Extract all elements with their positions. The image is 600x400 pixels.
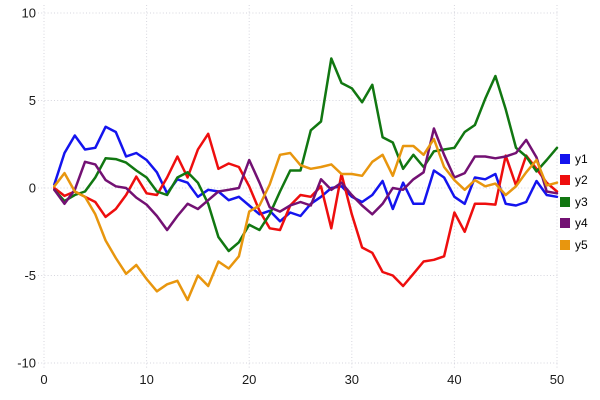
legend-label: y5 xyxy=(575,237,588,252)
series-y5-line xyxy=(53,137,559,302)
legend-swatch xyxy=(560,239,570,250)
legend-item-y3: y3 xyxy=(560,191,588,213)
y-axis-tick-label: -5 xyxy=(24,268,36,283)
legend-item-y4: y4 xyxy=(560,213,588,235)
legend-item-y1: y1 xyxy=(560,148,588,170)
legend-swatch xyxy=(560,196,570,207)
x-axis-tick-label: 30 xyxy=(345,372,359,387)
legend-label: y3 xyxy=(575,194,588,209)
y-axis-tick-label: 0 xyxy=(29,181,36,196)
axis-labels: -10 -5 0 5 10 0 10 20 30 40 50 xyxy=(17,6,564,388)
series-y2-line xyxy=(53,132,559,288)
legend-label: y1 xyxy=(575,151,588,166)
series-y4-line xyxy=(53,127,559,232)
series-y3-line xyxy=(53,57,559,253)
legend-item-y2: y2 xyxy=(560,170,588,192)
x-axis-tick-label: 0 xyxy=(40,372,47,387)
x-axis-tick-label: 40 xyxy=(447,372,461,387)
legend-label: y4 xyxy=(575,216,588,231)
legend-swatch xyxy=(560,153,570,164)
legend-swatch xyxy=(560,175,570,186)
y-axis-tick-label: 5 xyxy=(29,93,36,108)
y-axis-tick-label: 10 xyxy=(22,6,36,21)
x-axis-tick-label: 50 xyxy=(550,372,564,387)
legend-swatch xyxy=(560,218,570,229)
legend-item-y5: y5 xyxy=(560,234,588,256)
legend-label: y2 xyxy=(575,173,588,188)
legend: y1 y2 y3 y4 y5 xyxy=(560,148,588,256)
y-axis-tick-label: -10 xyxy=(17,356,36,371)
series-y1-line xyxy=(53,125,559,223)
x-axis-tick-label: 10 xyxy=(139,372,153,387)
x-axis-tick-label: 20 xyxy=(242,372,256,387)
